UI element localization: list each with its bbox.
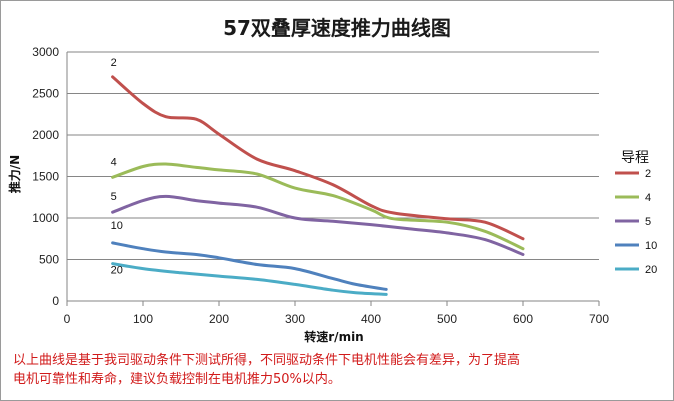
series-label-2: 2 bbox=[111, 57, 117, 69]
note-line-2: 电机可靠性和寿命，建议负载控制在电机推力50%以内。 bbox=[13, 372, 341, 387]
y-tick-label: 1000 bbox=[32, 211, 59, 225]
x-tick-label: 200 bbox=[209, 312, 229, 326]
legend-entry-5: 5 bbox=[645, 216, 651, 228]
series-line-2 bbox=[111, 75, 525, 241]
chart-title: 57双叠厚速度推力曲线图 bbox=[223, 16, 451, 40]
x-tick-label: 600 bbox=[513, 312, 533, 326]
y-tick-label: 2000 bbox=[32, 128, 59, 142]
y-tick-label: 1500 bbox=[32, 170, 59, 184]
legend: 2 4 5 10 20 bbox=[615, 168, 657, 276]
disclaimer-note: 以上曲线是基于我司驱动条件下测试所得，不同驱动条件下电机性能会有差异，为了提高 … bbox=[13, 351, 623, 389]
series-label-4: 4 bbox=[111, 156, 117, 168]
series-labels: 2 4 5 10 20 bbox=[111, 57, 123, 277]
axes bbox=[66, 52, 600, 306]
y-axis-title: 推力/N bbox=[7, 155, 22, 193]
x-tick-label: 100 bbox=[133, 312, 153, 326]
x-tick-label: 0 bbox=[64, 312, 71, 326]
series-line-20 bbox=[111, 262, 388, 296]
legend-title: 导程 bbox=[621, 150, 649, 166]
series-line-4 bbox=[111, 162, 525, 251]
legend-entry-4: 4 bbox=[645, 192, 651, 204]
x-tick-label: 300 bbox=[285, 312, 305, 326]
legend-entry-2: 2 bbox=[645, 168, 651, 180]
legend-entry-20: 20 bbox=[645, 264, 657, 276]
y-tick-labels: 0 500 1000 1500 2000 2500 3000 bbox=[32, 45, 59, 308]
x-tick-label: 400 bbox=[361, 312, 381, 326]
series-line-10 bbox=[111, 241, 388, 291]
legend-entry-10: 10 bbox=[645, 240, 657, 252]
series-label-10: 10 bbox=[111, 220, 123, 232]
x-axis-title: 转速r/min bbox=[304, 329, 363, 344]
grid bbox=[67, 51, 599, 302]
y-tick-label: 2500 bbox=[32, 87, 59, 101]
x-tick-label: 700 bbox=[589, 312, 609, 326]
note-line-1: 以上曲线是基于我司驱动条件下测试所得，不同驱动条件下电机性能会有差异，为了提高 bbox=[13, 353, 521, 368]
series-label-5: 5 bbox=[111, 191, 117, 203]
series-lines bbox=[111, 75, 525, 296]
y-tick-label: 0 bbox=[52, 294, 59, 308]
series-label-20: 20 bbox=[111, 265, 123, 277]
x-tick-labels: 0 100 200 300 400 500 600 700 bbox=[64, 312, 610, 326]
series-line-5 bbox=[111, 194, 525, 256]
x-tick-label: 500 bbox=[437, 312, 457, 326]
y-tick-label: 3000 bbox=[32, 45, 59, 59]
y-tick-label: 500 bbox=[39, 253, 59, 267]
